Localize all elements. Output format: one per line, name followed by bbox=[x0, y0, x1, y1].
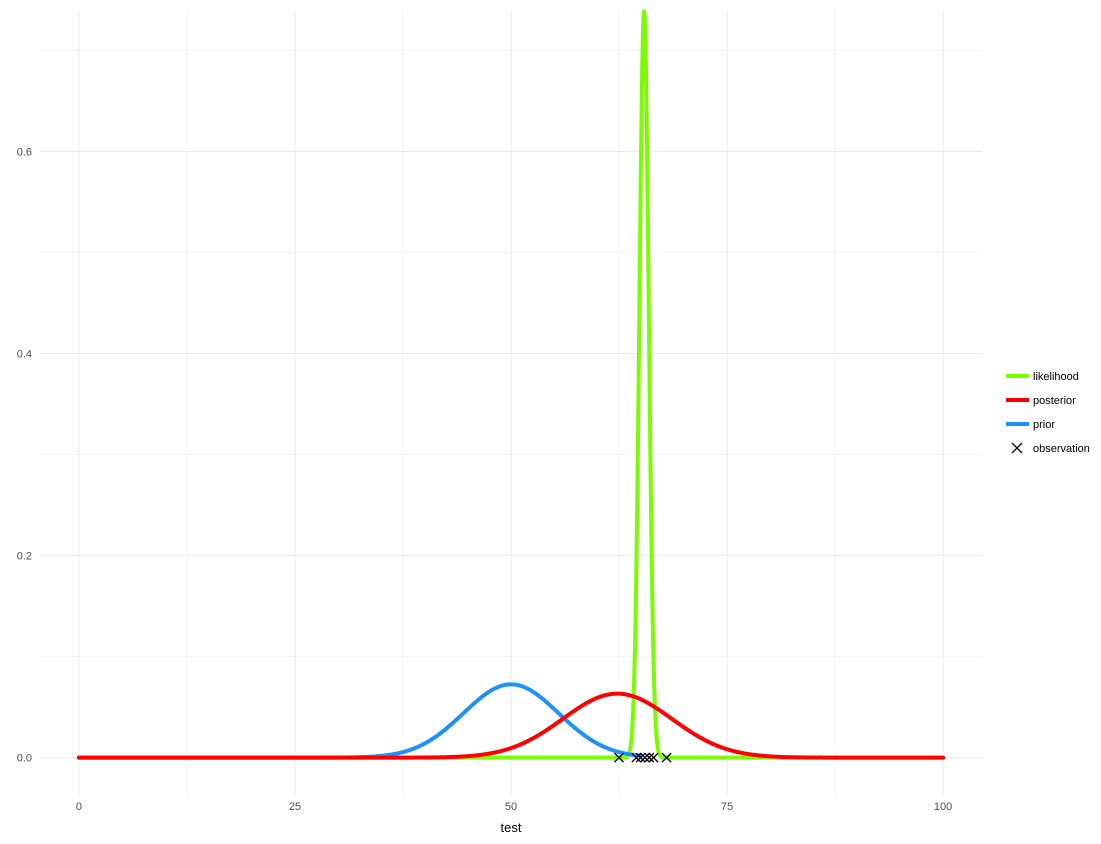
x-tick-label: 75 bbox=[721, 801, 733, 813]
series-layer bbox=[76, 9, 946, 760]
y-tick-label: 0.4 bbox=[17, 349, 32, 361]
legend-item-posterior: posterior bbox=[1006, 395, 1076, 407]
x-tick-label: 100 bbox=[934, 801, 952, 813]
y-tick-label: 0.2 bbox=[17, 551, 32, 563]
observation-marker bbox=[635, 752, 646, 763]
y-tick-label: 0.0 bbox=[17, 753, 32, 765]
legend-item-observation: observation bbox=[1011, 442, 1090, 455]
observation-marker bbox=[648, 752, 659, 763]
legend-item-likelihood: likelihood bbox=[1006, 371, 1079, 383]
observation-marker bbox=[631, 752, 642, 763]
legend-item-prior: prior bbox=[1006, 419, 1055, 431]
x-axis-title: test bbox=[501, 820, 522, 835]
observation-marker bbox=[661, 752, 672, 763]
x-tick-label: 50 bbox=[505, 801, 517, 813]
series-posterior-line bbox=[76, 691, 946, 760]
legend-label: observation bbox=[1033, 443, 1090, 455]
legend-key-x-icon bbox=[1011, 442, 1023, 454]
x-axis-ticks: 0 25 50 75 100 bbox=[76, 801, 952, 813]
observation-layer bbox=[614, 752, 672, 763]
legend: likelihood posterior prior observation bbox=[1006, 371, 1090, 455]
x-tick-label: 0 bbox=[76, 801, 82, 813]
y-axis-ticks: 0.0 0.2 0.4 0.6 bbox=[17, 146, 32, 764]
observation-marker bbox=[639, 752, 650, 763]
y-tick-label: 0.6 bbox=[17, 146, 32, 158]
observation-marker bbox=[644, 752, 655, 763]
grid-major bbox=[40, 10, 982, 795]
observation-marker bbox=[614, 752, 624, 763]
legend-label: posterior bbox=[1033, 395, 1076, 407]
legend-label: prior bbox=[1033, 419, 1055, 431]
legend-label: likelihood bbox=[1033, 371, 1079, 383]
x-tick-label: 25 bbox=[289, 801, 301, 813]
